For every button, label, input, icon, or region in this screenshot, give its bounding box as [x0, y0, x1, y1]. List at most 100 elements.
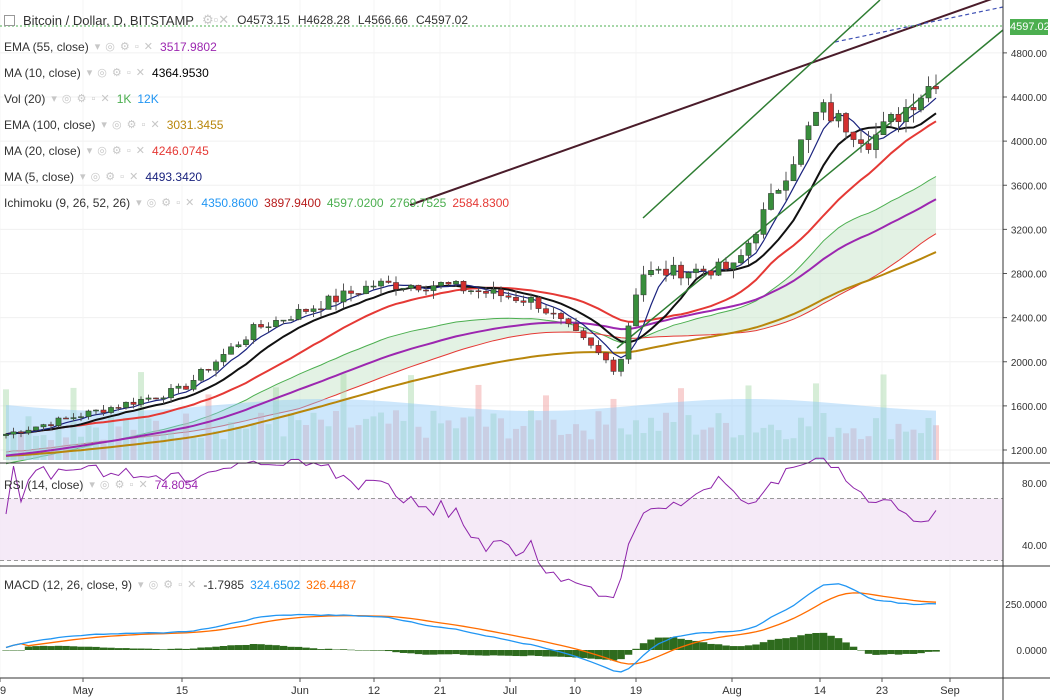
macd-histogram-bar	[662, 637, 670, 650]
candle-body	[918, 97, 924, 111]
macd-histogram-bar	[917, 650, 925, 654]
volume-bar	[348, 427, 354, 460]
trend-lines	[0, 0, 1004, 349]
legend-settings-icons[interactable]: ▾ ◎ ⚙ ▫ ✕	[86, 67, 147, 79]
legend-value: 4246.0745	[152, 144, 209, 158]
volume-bar	[588, 439, 594, 460]
macd-histogram-bar	[467, 650, 475, 656]
volume-bar	[513, 428, 519, 460]
macd-histogram-bar	[264, 644, 273, 650]
macd-line	[5, 583, 937, 673]
macd-histogram-bar	[339, 649, 348, 650]
candle-body	[265, 326, 272, 329]
volume-bar	[190, 437, 197, 460]
volume-bar	[528, 410, 534, 460]
macd-histogram-bar	[737, 646, 745, 650]
candle-body	[78, 416, 84, 418]
volume-bar	[760, 427, 767, 460]
candle-body	[535, 297, 542, 309]
candle-body	[63, 417, 69, 420]
candle-body	[213, 361, 219, 371]
time-tick-label: Sep	[940, 685, 960, 697]
legend-settings-icons[interactable]: ▾ ◎ ⚙ ▫ ✕	[136, 197, 196, 209]
legend-value: 3897.9400	[264, 196, 321, 210]
candle-body	[558, 313, 564, 319]
volume-bar	[408, 375, 414, 460]
macd-histogram-bar	[549, 650, 558, 657]
volume-bar	[768, 424, 774, 460]
candle-body	[513, 296, 519, 302]
legend-label: MA (20, close)	[4, 144, 81, 158]
volume-bar	[340, 373, 347, 460]
macd-histogram-bar	[452, 650, 460, 655]
candle-body	[573, 323, 579, 331]
volume-bar	[753, 432, 759, 460]
volume-bar	[325, 426, 332, 460]
candle-body	[288, 319, 294, 321]
volume-bar	[580, 430, 587, 460]
candle-body	[70, 417, 77, 419]
moving-average-lines	[5, 97, 937, 457]
macd-histogram-bar	[122, 648, 130, 650]
macd-histogram-bar	[707, 643, 715, 650]
candle-body	[708, 270, 714, 276]
volume-bar	[618, 428, 624, 460]
volume-bar	[115, 426, 122, 460]
candle-body	[190, 380, 197, 390]
macd-settings-icons[interactable]: ▾ ◎ ⚙ ▫ ✕	[138, 579, 198, 591]
macd-histogram-bar	[99, 647, 108, 650]
volume-bar	[468, 416, 474, 460]
macd-histogram-bar	[204, 647, 213, 650]
candle-body	[3, 433, 9, 436]
rsi-band	[0, 498, 1003, 561]
macd-tick-label: 0.0000	[1016, 646, 1047, 657]
candle-body	[805, 125, 812, 140]
candle-body	[888, 113, 894, 122]
legend-settings-icons[interactable]: ▾ ◎ ⚙ ▫ ✕	[80, 171, 140, 183]
time-tick-label: 9	[0, 685, 6, 697]
toggle-icon[interactable]	[4, 14, 15, 26]
legend-label: EMA (100, close)	[4, 118, 96, 132]
settings-icons[interactable]: ⚙︎▫︎✕	[201, 12, 230, 27]
candle-body	[378, 280, 384, 287]
macd-histogram-bar	[842, 642, 850, 650]
legend-value: 4350.8600	[201, 196, 259, 210]
ohlc-open: O4573.15	[237, 13, 290, 27]
candle-body	[910, 107, 917, 111]
volume-bar	[355, 425, 362, 460]
macd-histogram-bar	[347, 649, 355, 651]
candle-body	[603, 352, 609, 361]
volume-bar	[33, 435, 39, 460]
candle-body	[895, 113, 902, 123]
legend-label: MA (5, close)	[4, 170, 75, 184]
macd-histogram-bar	[62, 645, 70, 650]
macd-histogram-bar	[819, 632, 828, 650]
ema-55-line	[5, 198, 937, 457]
rsi-value: 74.8054	[154, 478, 199, 492]
macd-histogram-bar	[924, 650, 933, 652]
legend-settings-icons[interactable]: ▾ ◎ ⚙ ▫ ✕	[94, 41, 155, 53]
volume-bar	[220, 439, 227, 460]
price-tick-label: 4800.00	[1011, 49, 1048, 60]
resistance-trendline	[409, 0, 992, 206]
volume-bar	[3, 389, 9, 460]
legend-settings-icons[interactable]: ▾ ◎ ⚙ ▫ ✕	[86, 145, 147, 157]
legend-value: 1K	[116, 92, 132, 106]
candle-body	[318, 308, 324, 311]
macd-histogram-bar	[827, 635, 835, 650]
volume-ma-area	[6, 399, 936, 460]
macd-histogram-bar	[182, 648, 190, 650]
macd-histogram-bar	[444, 650, 453, 655]
candle-body	[483, 291, 489, 294]
price-tick-label: 1200.00	[1011, 446, 1048, 457]
volume-bar	[168, 429, 174, 460]
legend-settings-icons[interactable]: ▾ ◎ ⚙ ▫ ✕	[51, 93, 111, 105]
macd-histogram-bar	[77, 646, 85, 650]
rsi-settings-icons[interactable]: ▾ ◎ ⚙ ▫ ✕	[89, 479, 149, 491]
candle-body	[820, 102, 827, 113]
macd-histogram-bar	[287, 646, 295, 650]
legend-settings-icons[interactable]: ▾ ◎ ⚙ ▫ ✕	[101, 119, 161, 131]
candle-body	[18, 431, 24, 434]
